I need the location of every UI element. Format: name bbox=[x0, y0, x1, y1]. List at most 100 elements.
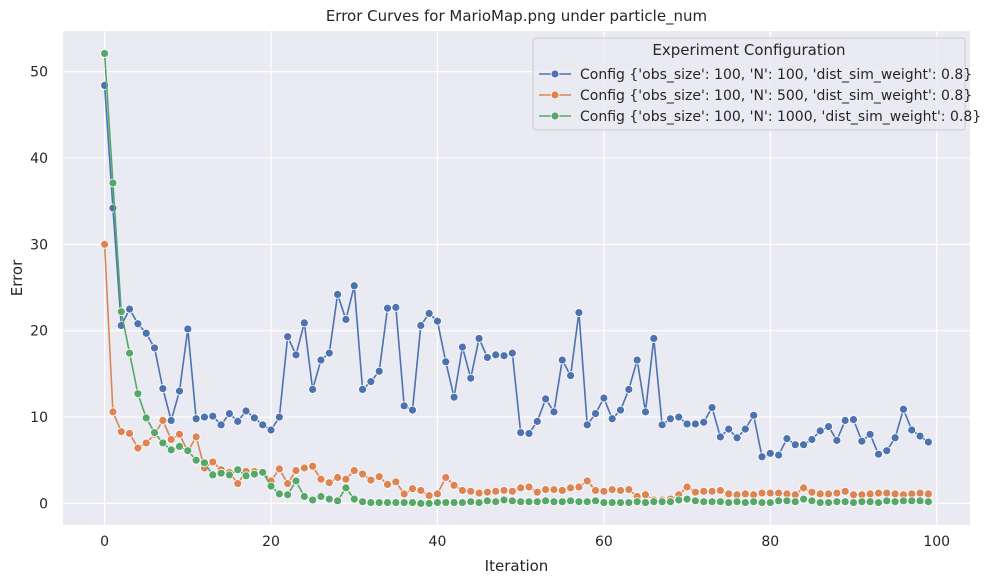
data-point bbox=[258, 467, 268, 477]
data-point bbox=[507, 486, 517, 496]
data-point bbox=[566, 483, 575, 493]
data-point bbox=[233, 465, 243, 475]
data-point bbox=[782, 434, 792, 444]
data-point bbox=[341, 483, 351, 493]
data-point bbox=[840, 497, 850, 507]
data-point bbox=[166, 416, 176, 425]
data-point bbox=[832, 435, 842, 445]
data-point bbox=[591, 409, 600, 418]
data-point bbox=[757, 452, 767, 462]
data-point bbox=[383, 303, 392, 313]
data-point bbox=[424, 491, 434, 501]
data-point bbox=[241, 406, 251, 416]
data-point bbox=[516, 428, 526, 437]
data-point bbox=[616, 486, 625, 495]
data-point bbox=[458, 498, 467, 507]
data-point bbox=[249, 413, 259, 423]
data-point bbox=[832, 488, 842, 498]
data-point bbox=[333, 496, 343, 506]
data-point bbox=[125, 429, 134, 438]
data-point bbox=[624, 485, 634, 494]
data-point bbox=[882, 488, 892, 498]
data-point bbox=[308, 461, 318, 471]
data-point bbox=[516, 483, 526, 493]
data-point bbox=[283, 479, 293, 488]
data-point bbox=[541, 394, 551, 404]
data-point bbox=[258, 420, 268, 430]
data-point bbox=[699, 486, 709, 496]
data-point bbox=[491, 497, 501, 507]
data-point bbox=[108, 407, 118, 417]
data-point bbox=[383, 480, 392, 489]
data-point bbox=[358, 497, 367, 507]
data-point bbox=[774, 450, 784, 460]
data-point bbox=[682, 482, 692, 492]
data-point bbox=[433, 316, 442, 326]
data-point bbox=[424, 309, 434, 318]
data-point bbox=[582, 497, 592, 507]
data-point bbox=[116, 307, 126, 317]
data-point bbox=[249, 469, 259, 479]
legend-label: Config {'obs_size': 100, 'N': 1000, 'dis… bbox=[580, 109, 981, 125]
series-line bbox=[103, 85, 929, 458]
data-point bbox=[907, 496, 917, 506]
data-point bbox=[399, 401, 409, 411]
data-point bbox=[482, 487, 492, 497]
data-point bbox=[125, 304, 134, 314]
data-point bbox=[715, 486, 725, 495]
data-point bbox=[757, 488, 767, 498]
data-point bbox=[491, 486, 501, 496]
data-point bbox=[599, 393, 609, 403]
data-point bbox=[874, 498, 883, 507]
series-3 bbox=[100, 49, 933, 508]
data-point bbox=[133, 443, 143, 453]
data-point bbox=[557, 497, 567, 507]
data-point bbox=[824, 489, 833, 499]
data-point bbox=[391, 302, 401, 312]
data-point bbox=[557, 355, 567, 365]
data-point bbox=[857, 497, 867, 507]
y-tick-label: 0 bbox=[39, 496, 48, 512]
data-point bbox=[100, 49, 110, 58]
data-point bbox=[865, 429, 875, 439]
data-point bbox=[749, 497, 759, 507]
data-point bbox=[807, 435, 817, 444]
data-point bbox=[200, 458, 209, 468]
data-point bbox=[441, 498, 451, 507]
data-point bbox=[682, 419, 692, 429]
data-point bbox=[349, 466, 359, 475]
data-point bbox=[774, 488, 784, 498]
data-point bbox=[724, 489, 734, 499]
data-point bbox=[474, 498, 484, 507]
data-point bbox=[699, 417, 709, 427]
data-point bbox=[616, 498, 625, 507]
data-point bbox=[740, 424, 750, 434]
data-point bbox=[566, 371, 575, 380]
x-tick-label: 100 bbox=[923, 534, 950, 550]
data-point bbox=[649, 334, 659, 343]
data-point bbox=[507, 496, 517, 506]
data-point bbox=[116, 427, 126, 437]
data-point bbox=[765, 448, 775, 458]
legend-entry: Config {'obs_size': 100, 'N': 1000, 'dis… bbox=[539, 109, 981, 125]
data-point bbox=[582, 476, 592, 486]
data-point bbox=[408, 405, 417, 415]
data-point bbox=[474, 334, 484, 343]
data-point bbox=[666, 414, 675, 424]
data-point bbox=[549, 497, 559, 507]
data-point bbox=[183, 446, 193, 456]
data-point bbox=[175, 386, 184, 396]
x-tick-label: 40 bbox=[429, 534, 447, 550]
data-point bbox=[591, 496, 600, 506]
data-point bbox=[865, 489, 875, 499]
data-point bbox=[674, 412, 684, 422]
data-point bbox=[874, 449, 883, 459]
data-point bbox=[874, 488, 883, 498]
data-point bbox=[433, 489, 442, 499]
y-axis-label: Error bbox=[8, 259, 26, 296]
y-tick-label: 50 bbox=[30, 65, 48, 81]
data-point bbox=[266, 481, 276, 491]
data-point bbox=[765, 488, 775, 498]
data-point bbox=[333, 290, 343, 299]
